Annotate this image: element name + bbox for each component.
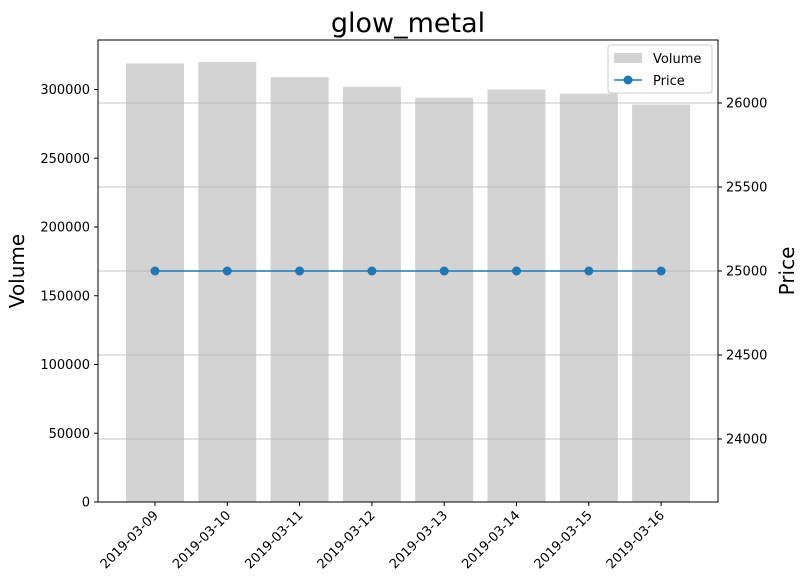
price-point: [222, 266, 232, 276]
price-point: [439, 266, 449, 276]
legend-price-marker: [623, 75, 633, 85]
y-tick-label: 100000: [40, 358, 90, 373]
y-tick-label: 250000: [40, 152, 90, 167]
x-tick-label: 2019-03-12: [315, 508, 379, 572]
y-tick-label: 200000: [40, 221, 90, 236]
y-tick-label: 50000: [49, 427, 90, 442]
y2-tick-label: 25500: [726, 181, 767, 196]
price-point: [656, 266, 666, 276]
price-point: [295, 266, 305, 276]
volume-bar: [198, 62, 257, 502]
price-point: [512, 266, 521, 276]
x-tick-label: 2019-03-16: [604, 508, 668, 572]
volume-bar: [342, 86, 401, 502]
y-tick-label: 150000: [40, 289, 90, 304]
y2-tick-label: 25000: [726, 265, 767, 280]
x-tick-label: 2019-03-15: [532, 508, 596, 572]
y2-tick-label: 26000: [726, 97, 767, 112]
y2-tick-label: 24000: [726, 433, 767, 448]
x-tick-label: 2019-03-10: [170, 508, 234, 572]
volume-bar: [487, 89, 546, 502]
x-tick-label: 2019-03-13: [387, 508, 451, 572]
volume-bar: [126, 63, 184, 502]
legend-price-label: Price: [653, 74, 685, 89]
volume-bar: [415, 97, 474, 502]
legend: Volume Price: [607, 44, 713, 94]
x-tick-label: 2019-03-09: [98, 508, 162, 572]
chart-title: glow_metal: [331, 8, 485, 39]
price-point: [367, 266, 377, 276]
volume-bar: [559, 93, 618, 502]
bars-layer: [126, 62, 691, 502]
legend-volume-label: Volume: [653, 52, 701, 67]
volume-bar: [632, 104, 691, 502]
price-point: [150, 266, 160, 276]
legend-volume-swatch: [614, 53, 642, 63]
y-tick-label: 300000: [40, 83, 90, 98]
y2-tick-label: 24500: [726, 349, 767, 364]
y-axis-label: Volume: [5, 234, 29, 308]
volume-bar: [270, 77, 329, 502]
price-point: [584, 266, 594, 276]
x-tick-label: 2019-03-11: [242, 508, 306, 572]
x-tick-label: 2019-03-14: [459, 508, 523, 572]
line-layer: [150, 266, 666, 276]
y-tick-label: 0: [82, 496, 90, 511]
y2-axis-label: Price: [775, 247, 799, 296]
